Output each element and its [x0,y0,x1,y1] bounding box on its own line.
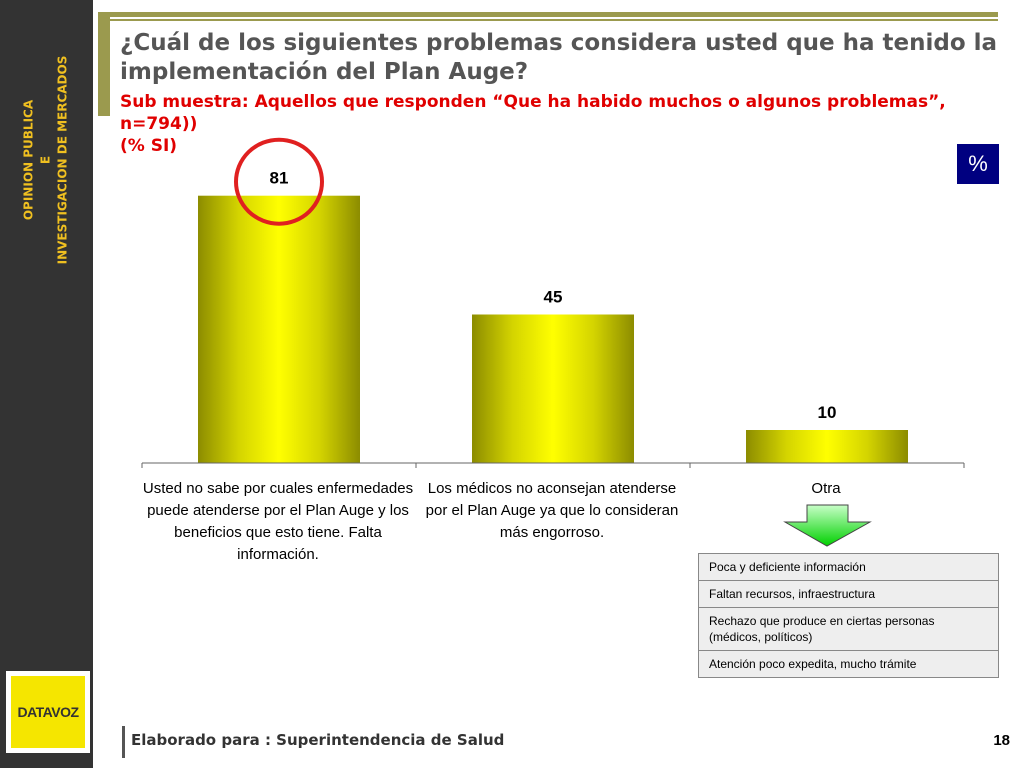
breakdown-item: Faltan recursos, infraestructura [699,581,998,608]
bar-3 [746,430,908,463]
breakdown-item: Rechazo que produce en ciertas personas … [699,608,998,651]
percent-badge: % [956,143,1000,185]
otra-breakdown-table: Poca y deficiente información Faltan rec… [698,553,999,678]
down-arrow-icon [783,504,872,547]
slide-title: ¿Cuál de los siguientes problemas consid… [120,30,998,85]
footer-text: Elaborado para : Superintendencia de Sal… [131,731,505,749]
category-label-1: Usted no sabe por cuales enfermedades pu… [142,480,414,563]
title-left-rule [98,12,110,116]
bar-1 [198,195,360,463]
highlight-circle [234,137,324,226]
top-rule-thin [98,19,998,21]
category-label-3: Otra [811,480,841,497]
category-label-2: Los médicos no aconsejan atenderse por e… [425,480,679,541]
top-rule [98,12,998,17]
slide-subtitle: Sub muestra: Aquellos que responden “Que… [120,92,946,156]
footer-divider [122,726,125,758]
datavoz-logo: DATAVOZ [6,671,90,753]
logo-text: DATAVOZ [11,676,85,748]
page-number: 18 [993,732,1010,749]
breakdown-item: Atención poco expedita, mucho trámite [699,651,998,677]
data-label-3: 10 [818,403,837,422]
data-label-2: 45 [544,288,563,307]
breakdown-item: Poca y deficiente información [699,554,998,581]
data-label-1: 81 [270,169,289,188]
bar-2 [472,314,634,463]
sidebar: OPINION PUBLICA E INVESTIGACION DE MERCA… [0,0,93,768]
